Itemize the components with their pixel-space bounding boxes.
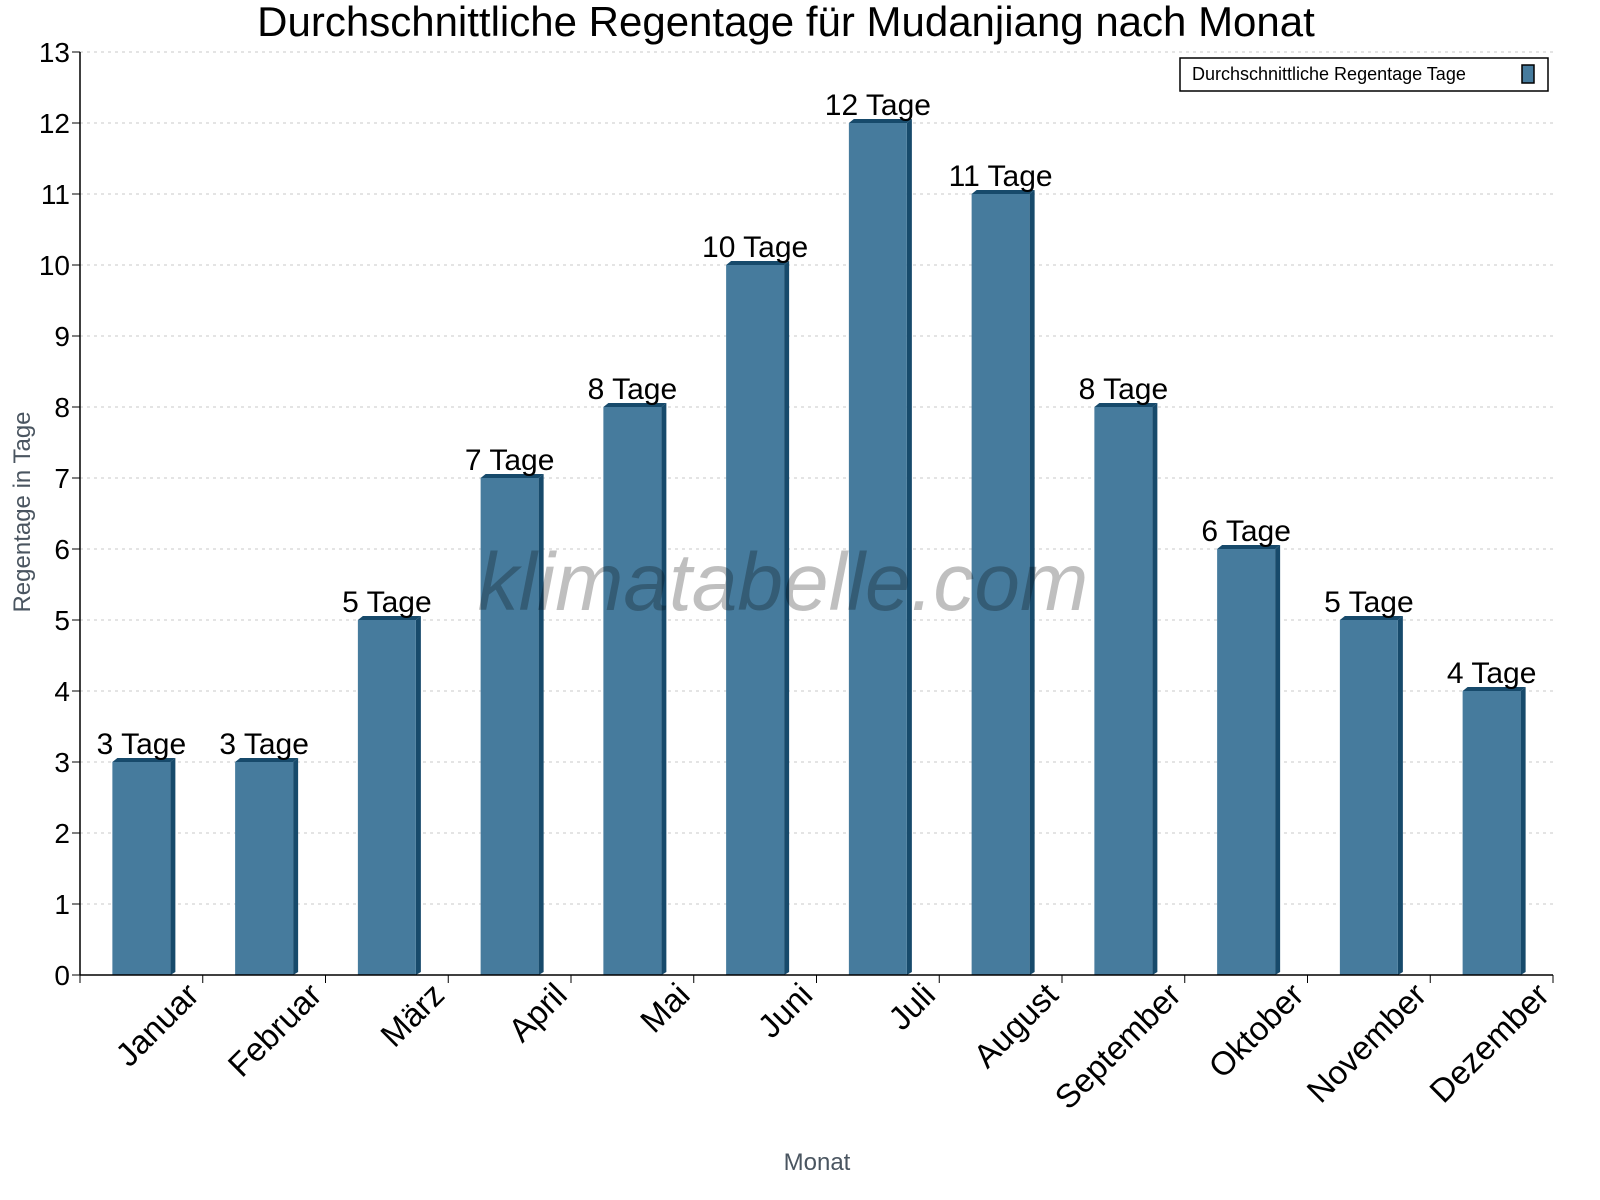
y-tick-label: 8 (54, 392, 70, 423)
x-tick-label: November (1299, 976, 1433, 1110)
bar-side (538, 474, 544, 975)
bar (726, 265, 785, 975)
data-label: 7 Tage (465, 444, 555, 477)
bars (112, 119, 1526, 975)
x-tick-label: August (966, 976, 1065, 1075)
bar (848, 123, 907, 975)
bar (603, 407, 662, 975)
bar-side (661, 403, 667, 975)
bar (112, 762, 171, 975)
x-tick-label: März (373, 976, 451, 1054)
bar-top (1217, 545, 1281, 549)
bar-top (112, 758, 176, 762)
bar-top (235, 758, 299, 762)
y-tick-label: 3 (54, 747, 70, 778)
bar-side (293, 758, 299, 975)
y-tick-label: 5 (54, 605, 70, 636)
y-tick-label: 11 (41, 179, 70, 210)
y-tick-label: 2 (54, 818, 70, 849)
bar (1339, 620, 1398, 975)
y-tick-label: 9 (54, 321, 70, 352)
x-tick-label: Juli (881, 976, 942, 1037)
x-tick-label: September (1047, 976, 1187, 1116)
x-tick-label: Mai (633, 976, 697, 1040)
x-axis-label: Monat (784, 1149, 851, 1176)
x-tick-label: April (501, 976, 574, 1049)
data-label: 4 Tage (1447, 657, 1537, 690)
bar-top (603, 403, 667, 407)
data-label: 10 Tage (702, 231, 808, 264)
y-tick-label: 10 (39, 250, 70, 281)
legend-swatch (1521, 64, 1535, 84)
x-tick-label: Juni (750, 976, 819, 1045)
data-labels: 3 Tage 3 Tage 5 Tage 7 Tage 8 Tage 10 Tage 12 … (97, 89, 1537, 761)
x-tick-label: Dezember (1422, 976, 1556, 1110)
data-label: 6 Tage (1201, 515, 1291, 548)
bar-top (1462, 687, 1526, 691)
watermark: klimatabelle.com (478, 537, 1089, 628)
bar-top (480, 474, 544, 478)
bar-side (784, 261, 790, 975)
bar-side (1275, 545, 1281, 975)
bar-top (848, 119, 912, 123)
x-tick-label: Oktober (1201, 976, 1310, 1085)
y-axis-label: Regentage in Tage (9, 411, 36, 612)
data-label: 8 Tage (588, 373, 678, 406)
x-tick-label: Januar (108, 976, 206, 1074)
bar-side (1397, 616, 1403, 975)
y-tick-label: 12 (39, 108, 70, 139)
y-tick-label: 13 (39, 37, 70, 68)
y-tick-label: 0 (54, 960, 70, 991)
data-label: 12 Tage (825, 89, 931, 122)
bar (235, 762, 294, 975)
y-tick-label: 1 (54, 889, 70, 920)
data-label: 11 Tage (949, 160, 1053, 193)
bar-side (1520, 687, 1526, 975)
bar-top (1339, 616, 1403, 620)
data-label: 8 Tage (1079, 373, 1169, 406)
data-label: 3 Tage (97, 728, 187, 761)
data-label: 5 Tage (342, 586, 432, 619)
bar (971, 194, 1030, 975)
chart-title: Durchschnittliche Regentage für Mudanjia… (257, 0, 1315, 45)
bar-side (1029, 190, 1035, 975)
bar (1462, 691, 1521, 975)
bar-top (357, 616, 421, 620)
y-tick-label: 6 (54, 534, 70, 565)
bar (1094, 407, 1153, 975)
bar-top (1094, 403, 1158, 407)
y-tick-label: 4 (54, 676, 70, 707)
x-tick-label: Februar (221, 976, 329, 1084)
gridlines (80, 51, 1553, 905)
bar-side (415, 616, 421, 975)
bar-top (971, 190, 1035, 194)
bar-top (726, 261, 790, 265)
bar (1217, 549, 1276, 975)
legend-label: Durchschnittliche Regentage Tage (1192, 64, 1466, 84)
bar (357, 620, 416, 975)
y-tick-label: 7 (54, 463, 70, 494)
bar (480, 478, 539, 975)
bar-side (170, 758, 176, 975)
data-label: 3 Tage (219, 728, 309, 761)
data-label: 5 Tage (1324, 586, 1414, 619)
legend: Durchschnittliche Regentage Tage (1179, 57, 1549, 92)
bar-side (906, 119, 912, 975)
bar-side (1152, 403, 1158, 975)
